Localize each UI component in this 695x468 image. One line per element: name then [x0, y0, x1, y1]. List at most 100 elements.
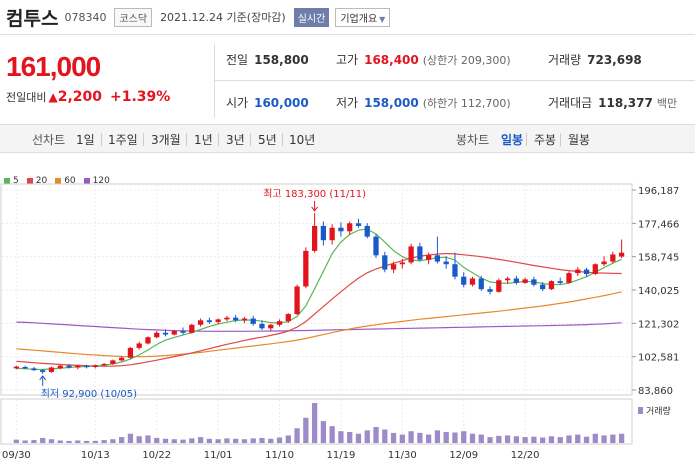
- volume-bar: [329, 426, 335, 443]
- volume-bar: [610, 434, 616, 443]
- high-arrow-head: [311, 206, 319, 212]
- candle-body: [83, 365, 90, 367]
- legend-ma120: 120: [83, 176, 110, 186]
- tab-1d[interactable]: 1일: [76, 133, 95, 147]
- volume-bar: [461, 431, 467, 443]
- candle-body: [338, 227, 344, 232]
- tab-1y[interactable]: 1년: [194, 133, 213, 147]
- volume-legend-swatch: [638, 407, 643, 414]
- tab-3m[interactable]: 3개월: [151, 133, 181, 147]
- volume-bar: [557, 437, 563, 443]
- candle-body: [127, 347, 134, 358]
- candle-body: [329, 227, 335, 241]
- volume-bar: [285, 435, 291, 443]
- candle-body: [145, 337, 151, 344]
- low-annotation: 최저 92,900 (10/05): [41, 388, 137, 400]
- volume-bar: [399, 434, 405, 443]
- volume-bar: [540, 437, 546, 443]
- candle-body: [504, 278, 511, 281]
- volume: 거래량 723,698: [548, 53, 642, 67]
- market-badge: 코스닥: [114, 7, 153, 27]
- candle-body: [469, 278, 476, 285]
- volume-plot-frame: [0, 398, 633, 445]
- tab-3y[interactable]: 3년: [226, 133, 245, 147]
- volume-bar: [154, 437, 160, 443]
- chevron-down-icon: ▼: [379, 14, 386, 24]
- volume-bar: [241, 439, 248, 443]
- volume-bar: [434, 430, 441, 443]
- low-arrow-head: [39, 375, 47, 381]
- candle-body: [31, 368, 37, 371]
- volume-bar: [566, 435, 572, 443]
- candle-body: [250, 318, 256, 324]
- volume-bar: [197, 437, 204, 443]
- y-tick-label: 121,302: [638, 319, 679, 330]
- x-tick-label: 12/09: [449, 450, 478, 461]
- tab-weekly[interactable]: 주봉: [534, 133, 557, 147]
- tab-daily[interactable]: 일봉: [501, 133, 524, 147]
- volume-bar: [145, 435, 151, 443]
- tab-1w[interactable]: 1주일: [108, 133, 138, 147]
- candle-body: [443, 261, 449, 265]
- candle-body: [197, 320, 204, 325]
- volume-bar: [390, 432, 397, 443]
- volume-bar: [180, 439, 186, 443]
- chart-tab-bar: 선차트 1일 1주일 3개월 1년 3년 5년 10년 봉차트 일봉 주봉 월봉: [0, 124, 695, 153]
- volume-bar: [92, 440, 98, 443]
- tab-monthly[interactable]: 월봉: [568, 133, 591, 147]
- candle-body: [57, 365, 63, 369]
- x-tick-label: 11/19: [327, 450, 356, 461]
- volume-bar: [75, 440, 81, 443]
- company-overview-dropdown[interactable]: 기업개요 ▼: [335, 7, 391, 27]
- candle-body: [66, 365, 72, 368]
- candle-body: [364, 225, 370, 237]
- tab-5y[interactable]: 5년: [258, 133, 277, 147]
- legend-ma20: 20: [26, 176, 47, 186]
- candle-body: [92, 365, 98, 367]
- candle-body: [496, 280, 502, 292]
- candle-body: [540, 284, 546, 290]
- volume-bar: [382, 429, 388, 443]
- line-chart-label: 선차트: [32, 133, 66, 147]
- realtime-button[interactable]: 실시간: [293, 7, 330, 27]
- tab-10y[interactable]: 10년: [289, 133, 316, 147]
- candle-body: [136, 343, 142, 348]
- x-tick-label: 12/20: [511, 450, 540, 461]
- candle-body: [382, 255, 388, 270]
- ma60-line: [16, 291, 622, 358]
- volume-bar: [303, 417, 309, 443]
- divider: [214, 44, 215, 118]
- candle-body: [355, 223, 362, 226]
- volume-bar: [110, 439, 116, 443]
- candle-body: [548, 281, 555, 290]
- volume-bar: [408, 431, 414, 443]
- high-annotation: 최고 183,300 (11/11): [263, 188, 366, 200]
- divider: [214, 80, 695, 81]
- volume-bar: [531, 436, 537, 443]
- candle-body: [583, 269, 590, 275]
- volume-bar: [250, 438, 256, 443]
- candle-body: [241, 318, 248, 321]
- candle-body: [399, 262, 405, 265]
- volume-bar: [443, 432, 449, 443]
- candle-body: [215, 319, 221, 323]
- change-amount: 2,200: [57, 89, 103, 105]
- volume-label: 거래량: [646, 405, 671, 417]
- candle-body: [13, 366, 20, 369]
- volume-bar: [101, 440, 107, 443]
- legend-ma5: 5: [4, 176, 19, 186]
- volume-bar: [426, 434, 432, 443]
- volume-bar: [417, 432, 423, 443]
- x-tick-label: 10/13: [81, 450, 110, 461]
- candle-body: [575, 269, 581, 274]
- ma5-line: [16, 228, 622, 371]
- x-tick-label: 11/01: [204, 450, 233, 461]
- volume-bar: [162, 438, 169, 443]
- candle-body: [48, 367, 55, 372]
- y-tick-label: 102,581: [638, 353, 679, 364]
- volume-bar: [513, 436, 519, 443]
- volume-bar: [127, 433, 134, 443]
- x-tick-label: 11/30: [388, 450, 417, 461]
- candle-body: [513, 278, 519, 283]
